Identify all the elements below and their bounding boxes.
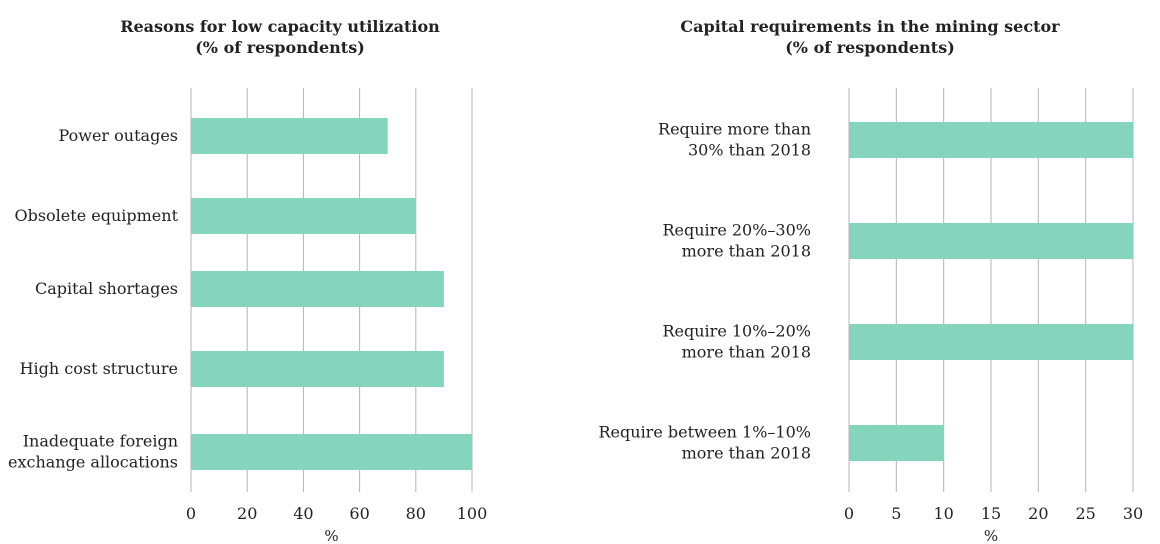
- category-label: Require more than: [658, 120, 811, 139]
- subtitle-line: (% of respondents): [785, 38, 955, 57]
- x-tick-label: 10: [933, 504, 953, 523]
- plot-area: 0 20 40 60 80 100% Power outages Obsolete equip…: [8, 88, 488, 544]
- category-label: more than 2018: [682, 242, 811, 261]
- category-label: exchange allocations: [8, 453, 178, 472]
- x-tick-label: 100: [457, 504, 488, 523]
- category-label: more than 2018: [682, 444, 811, 463]
- category-label: 30% than 2018: [688, 141, 811, 160]
- bar: [849, 324, 1133, 360]
- plot-area: 0 5 10 15 20 25 30% Require more than 30% than 2…: [599, 88, 1143, 544]
- bar: [191, 198, 416, 234]
- title-line: Capital requirements in the mining secto…: [680, 17, 1060, 36]
- chart-capital-requirements: Capital requirements in the mining secto…: [580, 0, 1160, 544]
- category-label: Require 20%–30%: [662, 221, 811, 240]
- category-label: more than 2018: [682, 343, 811, 362]
- bar: [191, 434, 472, 470]
- x-tick-label: 0: [186, 504, 196, 523]
- category-label: High cost structure: [20, 359, 178, 378]
- x-tick-label: 20: [1028, 504, 1048, 523]
- x-axis-label: %: [324, 527, 338, 544]
- category-label: Power outages: [59, 126, 178, 145]
- bar: [191, 271, 444, 307]
- x-tick-label: 0: [844, 504, 854, 523]
- bar: [849, 425, 944, 461]
- category-label: Capital shortages: [35, 279, 178, 298]
- chart-capacity-utilization: Reasons for low capacity utilization (% …: [0, 0, 560, 544]
- category-label: Inadequate foreign: [23, 432, 178, 451]
- category-label: Obsolete equipment: [14, 206, 178, 225]
- x-tick-label: 20: [237, 504, 257, 523]
- bar: [191, 351, 444, 387]
- x-tick-label: 5: [891, 504, 901, 523]
- x-tick-label: 30: [1123, 504, 1143, 523]
- chart-title: Reasons for low capacity utilization (% …: [0, 16, 560, 58]
- subtitle-line: (% of respondents): [195, 38, 365, 57]
- bar: [849, 122, 1133, 158]
- category-label: Require between 1%–10%: [599, 423, 812, 442]
- bar: [191, 118, 388, 154]
- x-tick-label: 25: [1075, 504, 1095, 523]
- x-tick-label: 60: [349, 504, 369, 523]
- x-axis-label: %: [984, 527, 998, 544]
- bar: [849, 223, 1133, 259]
- x-tick-label: 80: [406, 504, 426, 523]
- chart-title: Capital requirements in the mining secto…: [580, 16, 1160, 58]
- category-label: Require 10%–20%: [662, 322, 811, 341]
- title-line: Reasons for low capacity utilization: [120, 17, 440, 36]
- x-tick-label: 40: [293, 504, 313, 523]
- x-tick-label: 15: [981, 504, 1001, 523]
